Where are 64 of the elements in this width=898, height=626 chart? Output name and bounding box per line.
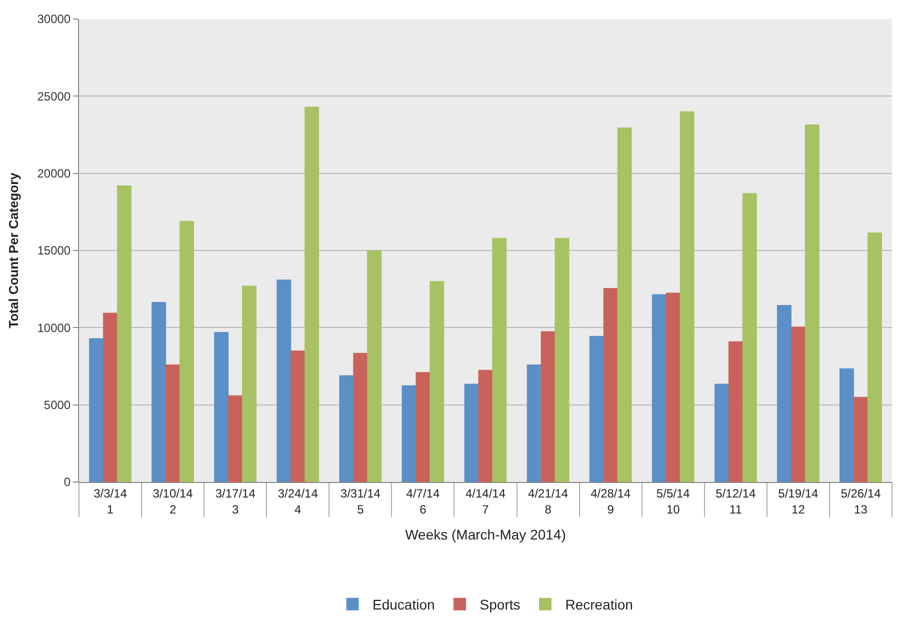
bar xyxy=(714,384,729,482)
bar xyxy=(526,364,542,482)
bar xyxy=(840,368,854,482)
bar xyxy=(228,395,243,482)
bar xyxy=(680,111,694,482)
category-label: 4/7/14 6 xyxy=(406,486,440,516)
bar xyxy=(117,185,132,482)
category-label: 4/14/14 7 xyxy=(465,486,506,516)
category-label: 5/12/14 11 xyxy=(716,486,756,516)
bar xyxy=(103,312,118,482)
bar xyxy=(353,352,368,482)
bar xyxy=(776,305,792,482)
category-label: 5/19/14 12 xyxy=(778,486,818,516)
category-label: 5/26/14 13 xyxy=(840,486,881,516)
category-label: 3/10/14 2 xyxy=(152,486,193,516)
bar xyxy=(804,124,820,482)
bar xyxy=(416,372,430,482)
category-label: 4/21/14 8 xyxy=(528,486,568,516)
category-label: 5/5/14 10 xyxy=(656,486,690,516)
bar xyxy=(367,250,382,482)
bar xyxy=(166,364,180,482)
y-tick-label: 20000 xyxy=(37,166,71,181)
bar xyxy=(478,370,493,482)
legend-label: Recreation xyxy=(565,596,633,613)
category-label: 3/3/14 1 xyxy=(94,486,127,516)
bar xyxy=(554,238,570,482)
bar xyxy=(339,375,354,482)
legend-label: Education xyxy=(372,596,435,613)
category-label: 3/24/14 4 xyxy=(278,486,318,516)
y-axis-title: Total Count Per Category xyxy=(6,172,22,328)
bar xyxy=(867,232,882,482)
x-axis-title: Weeks (March-May 2014) xyxy=(405,526,566,543)
bar xyxy=(617,128,632,482)
bar xyxy=(652,294,666,482)
bar xyxy=(464,384,479,482)
bar xyxy=(603,288,618,482)
y-tick-label: 10000 xyxy=(37,320,71,335)
bar xyxy=(276,280,292,482)
bar xyxy=(89,338,104,482)
bar xyxy=(589,336,604,482)
bar xyxy=(540,331,556,482)
bar xyxy=(290,350,306,482)
y-tick-label: 25000 xyxy=(37,89,71,104)
y-tick-label: 0 xyxy=(64,475,71,490)
bar xyxy=(180,220,194,482)
y-tick-label: 30000 xyxy=(37,12,71,26)
bar xyxy=(430,281,444,482)
bar xyxy=(728,341,743,482)
category-label: 3/17/14 3 xyxy=(215,486,256,516)
category-label: 4/28/14 9 xyxy=(590,486,631,516)
bar xyxy=(214,332,229,482)
category-label: 3/31/14 5 xyxy=(340,486,380,516)
bar xyxy=(402,385,416,482)
bar xyxy=(304,106,320,482)
bar xyxy=(854,396,868,482)
bar xyxy=(742,193,757,482)
bar xyxy=(242,286,257,482)
legend-label: Sports xyxy=(480,596,520,613)
bar xyxy=(152,302,166,482)
bar xyxy=(666,292,680,482)
bar xyxy=(790,326,806,482)
y-tick-label: 15000 xyxy=(37,244,71,258)
bar xyxy=(492,238,507,482)
y-tick-label: 5000 xyxy=(44,398,71,412)
